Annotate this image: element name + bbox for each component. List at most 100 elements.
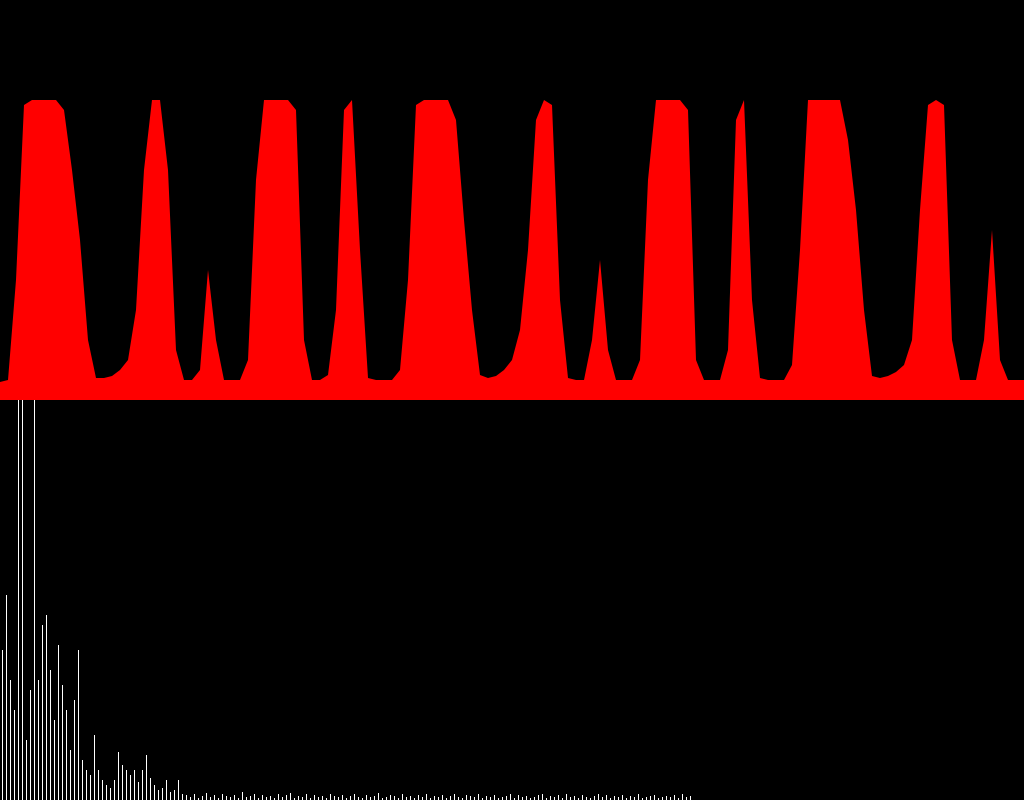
spectrum-bar	[170, 792, 171, 800]
spectrum-bar	[602, 797, 603, 800]
spectrum-bar	[262, 795, 263, 800]
spectrum-bar	[166, 780, 167, 800]
spectrum-bar	[374, 796, 375, 800]
spectrum-bar	[506, 796, 507, 800]
spectrum-bar	[386, 797, 387, 800]
spectrum-bar	[142, 770, 143, 800]
spectrum-bar	[266, 797, 267, 800]
spectrum-bar	[334, 796, 335, 800]
spectrum-bar	[314, 795, 315, 800]
spectrum-bar	[150, 778, 151, 800]
spectrum-bar	[118, 752, 119, 800]
spectrum-bar	[226, 796, 227, 800]
spectrum-bar	[10, 680, 11, 800]
spectrum-bar	[610, 798, 611, 800]
spectrum-bar	[202, 796, 203, 800]
spectrum-bar	[354, 794, 355, 800]
spectrum-bar	[106, 785, 107, 800]
spectrum-bar	[190, 797, 191, 800]
spectrum-bar	[554, 797, 555, 800]
spectrum-bar	[486, 796, 487, 800]
spectrum-bar	[422, 797, 423, 800]
spectrum-bar	[626, 798, 627, 800]
spectrum-bar	[362, 798, 363, 800]
spectrum-bar	[470, 796, 471, 800]
spectrum-bar	[182, 794, 183, 800]
spectrum-bar	[126, 770, 127, 800]
spectrum-bar	[310, 798, 311, 800]
spectrum-bar	[406, 797, 407, 800]
spectrum-bar	[306, 794, 307, 800]
spectrum-bar	[630, 796, 631, 800]
spectrum-bar	[270, 796, 271, 800]
spectrum-bar	[230, 797, 231, 800]
spectrum-bar	[290, 793, 291, 800]
spectrum-bar	[346, 798, 347, 800]
spectrum-bar	[30, 690, 31, 800]
spectrum-bar	[490, 797, 491, 800]
spectrum-bar	[518, 795, 519, 800]
spectrum-bar	[446, 798, 447, 800]
spectrum-bar	[426, 794, 427, 800]
spectrum-bar	[522, 797, 523, 800]
spectrum-bar	[458, 797, 459, 800]
spectrum-bar	[146, 755, 147, 800]
spectrum-bar	[658, 798, 659, 800]
spectrum-bar	[562, 798, 563, 800]
spectrum-bar	[322, 796, 323, 800]
spectrum-bar	[278, 794, 279, 800]
spectrum-bar	[534, 797, 535, 800]
spectrum-bar	[114, 780, 115, 800]
spectrum-bar	[558, 795, 559, 800]
spectrum-bar	[466, 795, 467, 800]
spectrum-bar	[622, 795, 623, 800]
spectrum-bar	[302, 797, 303, 800]
spectrum-bar	[94, 735, 95, 800]
spectrum-bar	[690, 796, 691, 800]
spectrum-bar	[398, 798, 399, 800]
spectrum-bar	[318, 797, 319, 800]
spectrum-bar	[454, 794, 455, 800]
spectrum-bar	[254, 794, 255, 800]
spectrum-bar	[546, 798, 547, 800]
spectrum-bar	[430, 798, 431, 800]
spectrum-bar	[370, 797, 371, 800]
spectrum-bar	[530, 798, 531, 800]
spectrum-bar	[46, 615, 47, 800]
spectrum-bar	[98, 770, 99, 800]
spectrum-bar	[526, 796, 527, 800]
spectrum-bar	[218, 798, 219, 800]
spectrum-bar	[538, 795, 539, 800]
spectrum-bar	[582, 795, 583, 800]
spectrum-bar	[442, 795, 443, 800]
spectrum-bar	[450, 796, 451, 800]
spectrum-bar	[378, 793, 379, 800]
spectrum-bar	[350, 796, 351, 800]
spectrum-bar	[570, 797, 571, 800]
spectrum-bar	[294, 798, 295, 800]
spectrum-bar	[514, 798, 515, 800]
spectrum-bar	[246, 797, 247, 800]
spectrum-bar	[122, 765, 123, 800]
spectrum-bar	[38, 680, 39, 800]
spectrum-bar	[678, 798, 679, 800]
spectrum-bar	[482, 798, 483, 800]
spectrum-bar	[394, 796, 395, 800]
spectrum-bar	[358, 797, 359, 800]
spectrum-bar	[634, 797, 635, 800]
spectrum-bar	[250, 796, 251, 800]
spectrum-bar	[274, 798, 275, 800]
spectrum-bar	[222, 794, 223, 800]
spectrum-bar	[298, 796, 299, 800]
spectrum-bar	[674, 795, 675, 800]
spectrum-bar	[138, 782, 139, 800]
spectrum-bar	[66, 710, 67, 800]
spectrum-bar	[282, 797, 283, 800]
spectrum-bar	[594, 796, 595, 800]
spectrum-bar	[286, 795, 287, 800]
spectrum-bar	[366, 795, 367, 800]
spectrum-bar	[42, 625, 43, 800]
spectrum-bar	[18, 400, 19, 800]
spectrum-bar	[390, 795, 391, 800]
